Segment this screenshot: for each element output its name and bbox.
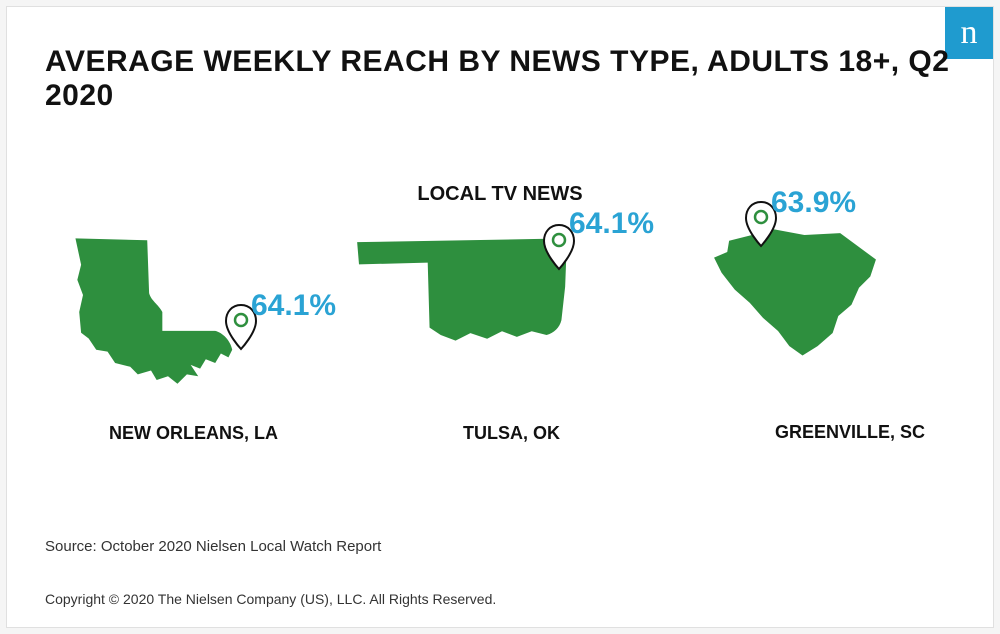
reach-percent: 64.1% [251,289,336,323]
reach-percent: 63.9% [771,186,856,220]
map-pin-icon [523,223,559,271]
city-label: TULSA, OK [463,423,560,444]
regions-row: 64.1% NEW ORLEANS, LA 64.1% TULSA, OK [7,207,993,457]
infographic-card: n AVERAGE WEEKLY REACH BY NEWS TYPE, ADU… [6,6,994,628]
reach-percent: 64.1% [569,207,654,241]
map-pin-icon [725,200,761,248]
page-title: AVERAGE WEEKLY REACH BY NEWS TYPE, ADULT… [45,45,993,113]
city-label: NEW ORLEANS, LA [109,423,278,444]
map-pin-icon [205,303,241,351]
region-greenville: 63.9% GREENVILLE, SC [667,202,987,382]
chart-subtitle: LOCAL TV NEWS [417,183,582,206]
region-new-orleans: 64.1% NEW ORLEANS, LA [37,217,357,397]
region-tulsa: 64.1% TULSA, OK [347,207,667,387]
copyright-note: Copyright © 2020 The Nielsen Company (US… [45,591,496,607]
state-shape-la: 64.1% [37,217,357,397]
state-shape-sc: 63.9% [667,202,987,382]
city-label: GREENVILLE, SC [775,422,925,443]
state-shape-ok: 64.1% [347,207,667,387]
source-note: Source: October 2020 Nielsen Local Watch… [45,538,381,555]
